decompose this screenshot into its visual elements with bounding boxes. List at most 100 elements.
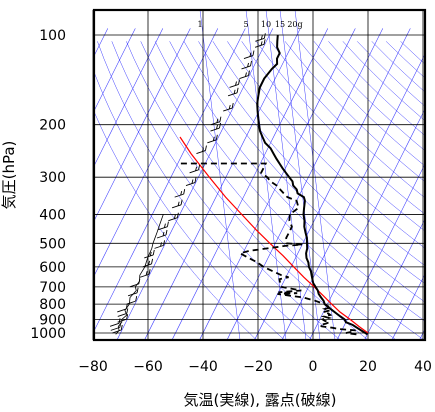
x-tick-label: 20 xyxy=(359,359,377,375)
plot-border xyxy=(92,8,427,342)
wind-barb xyxy=(189,169,199,174)
dry-adiabat-line xyxy=(94,110,256,340)
wind-barb-flag xyxy=(160,242,163,247)
mixing-ratio-label: 20g xyxy=(287,20,302,29)
wind-barb-flag xyxy=(176,212,179,218)
dry-adiabat-line xyxy=(270,41,425,199)
isotherm-line xyxy=(309,108,425,340)
wind-barb-flag xyxy=(238,79,240,85)
wind-barb-flag xyxy=(247,62,249,68)
wind-barb-flag xyxy=(195,166,198,171)
dry-adiabat-line xyxy=(299,41,425,167)
wind-barb xyxy=(229,84,239,88)
wind-barb-flag xyxy=(263,39,266,45)
wind-barb-flag xyxy=(138,278,141,284)
sounding-data xyxy=(109,33,369,336)
mixing-ratio-line xyxy=(265,10,307,340)
wind-barb-flag xyxy=(151,258,153,264)
wind-barb xyxy=(109,322,120,327)
wind-barb-flag xyxy=(173,214,176,219)
wind-barb-flag xyxy=(148,269,151,275)
wind-barb-flag xyxy=(252,50,255,56)
pressure-tick-label: 800 xyxy=(39,297,66,313)
wind-barb xyxy=(207,139,217,144)
wind-barb xyxy=(223,107,233,112)
pressure-tick-label: 500 xyxy=(39,236,66,252)
isotherm-line xyxy=(227,28,384,340)
wind-barb xyxy=(117,318,127,323)
wind-barb-flag xyxy=(236,87,239,93)
plot-frame xyxy=(92,8,427,342)
dewpoint-series xyxy=(177,162,357,336)
wind-barb xyxy=(112,329,122,334)
wind-barb-flag xyxy=(125,303,128,310)
wind-barb-flag xyxy=(191,179,194,184)
dry-adiabat-line xyxy=(212,41,425,267)
wind-barb xyxy=(254,43,265,48)
wind-barb-flag xyxy=(233,89,236,94)
wind-barb xyxy=(255,37,265,42)
isotherm-line xyxy=(94,28,191,222)
x-tick-label: −40 xyxy=(188,359,218,375)
wind-barb-flag xyxy=(198,164,201,170)
wind-barb-flag xyxy=(202,147,204,152)
wind-barb-flag xyxy=(163,223,166,228)
pressure-tick-label: 900 xyxy=(39,312,66,328)
wind-barb-flag xyxy=(215,134,218,140)
temperature-series xyxy=(256,34,368,336)
wind-barb-flag xyxy=(263,33,266,39)
dry-adiabat-line xyxy=(97,41,312,340)
dry-adiabat-line xyxy=(385,41,425,79)
wind-barb-flag xyxy=(162,231,165,237)
wind-barb xyxy=(127,292,138,297)
dry-adiabat-line xyxy=(111,41,340,340)
pressure-tick-label: 400 xyxy=(39,207,66,223)
wind-barb-flag xyxy=(166,221,169,227)
pressure-tick-label: 600 xyxy=(39,260,66,276)
wind-barb xyxy=(174,193,184,198)
x-tick-label: 0 xyxy=(309,359,318,375)
wind-barb xyxy=(126,300,136,305)
isotherm-line xyxy=(199,28,356,340)
wind-barb-flag xyxy=(180,199,183,205)
isotherm-line xyxy=(94,28,136,112)
wind-barb xyxy=(129,283,139,288)
mixing-ratio-label: 15 xyxy=(275,20,285,29)
isotherm-line xyxy=(94,28,219,277)
pressure-tick-label: 700 xyxy=(39,280,66,296)
dry-adiabat-line xyxy=(400,41,425,65)
wind-barb-flag xyxy=(216,118,219,123)
wind-barb xyxy=(227,92,238,97)
wind-barb xyxy=(210,127,220,132)
isotherm-line xyxy=(94,28,164,167)
dry-adiabat-line xyxy=(284,41,425,183)
wind-barb-flag xyxy=(249,52,252,57)
wind-barb xyxy=(171,204,182,209)
wind-barb xyxy=(239,75,249,79)
wind-barb-flag xyxy=(148,260,150,265)
dry-adiabat-line xyxy=(255,41,425,215)
wind-barb-flag xyxy=(126,314,129,320)
wind-barb-flag xyxy=(120,324,123,331)
wind-profile xyxy=(115,214,164,335)
wind-barb xyxy=(196,150,206,155)
wind-barb-flag xyxy=(228,104,231,110)
wind-barb-flag xyxy=(180,191,183,196)
wind-barb-flag xyxy=(205,145,207,151)
isotherm-line xyxy=(337,163,425,340)
x-tick-label: 40 xyxy=(414,359,432,375)
isotherm-line xyxy=(144,28,301,340)
pressure-tick-label: 1000 xyxy=(30,326,66,342)
dry-adiabat-line xyxy=(126,41,368,340)
wind-barb xyxy=(142,263,152,268)
isotherm-line xyxy=(392,273,425,340)
wind-barb-flag xyxy=(149,251,152,257)
wind-barb-flag xyxy=(183,189,186,195)
isotherm-line xyxy=(364,218,425,340)
dry-adiabat-line xyxy=(227,41,425,249)
wind-barb-flag xyxy=(212,136,215,141)
wind-barb-flag xyxy=(165,229,168,236)
x-tick-label: −20 xyxy=(243,359,273,375)
